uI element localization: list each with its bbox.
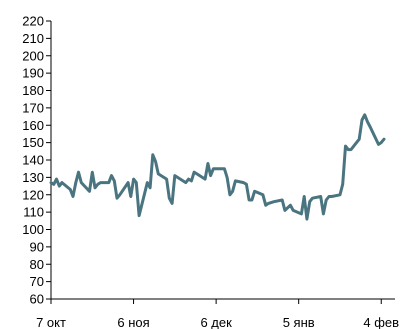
y-tick-label: 190 (22, 66, 44, 81)
y-tick-label: 130 (22, 170, 44, 185)
y-tick-label: 90 (30, 239, 44, 254)
y-tick-label: 170 (22, 100, 44, 115)
y-tick-label: 60 (30, 292, 44, 307)
x-tick-label: 7 окт (36, 315, 66, 329)
x-tick-label: 4 фев (363, 315, 399, 329)
y-tick-label: 120 (22, 187, 44, 202)
y-tick-label: 150 (22, 135, 44, 150)
y-tick-label: 70 (30, 274, 44, 289)
y-tick-label: 100 (22, 222, 44, 237)
y-tick-label: 160 (22, 118, 44, 133)
y-tick-label: 110 (23, 205, 44, 220)
series-line (49, 113, 386, 221)
y-tick-label: 140 (22, 153, 44, 168)
x-tick-label: 5 янв (283, 315, 315, 329)
y-axis: 60 70 80 90 100 110 120 130 140 150 160 170 180 190 20… (22, 14, 52, 307)
y-tick-label: 220 (22, 14, 44, 29)
x-axis: 7 окт 6 ноя 6 дек 5 янв 4 фев (36, 298, 399, 329)
y-tick-label: 80 (30, 257, 44, 272)
y-tick-label: 180 (22, 83, 44, 98)
x-tick-label: 6 ноя (117, 315, 149, 329)
y-tick-label: 200 (22, 48, 44, 63)
x-tick-label: 6 дек (200, 315, 232, 329)
series-group (49, 113, 386, 221)
y-tick-label: 210 (22, 31, 44, 46)
